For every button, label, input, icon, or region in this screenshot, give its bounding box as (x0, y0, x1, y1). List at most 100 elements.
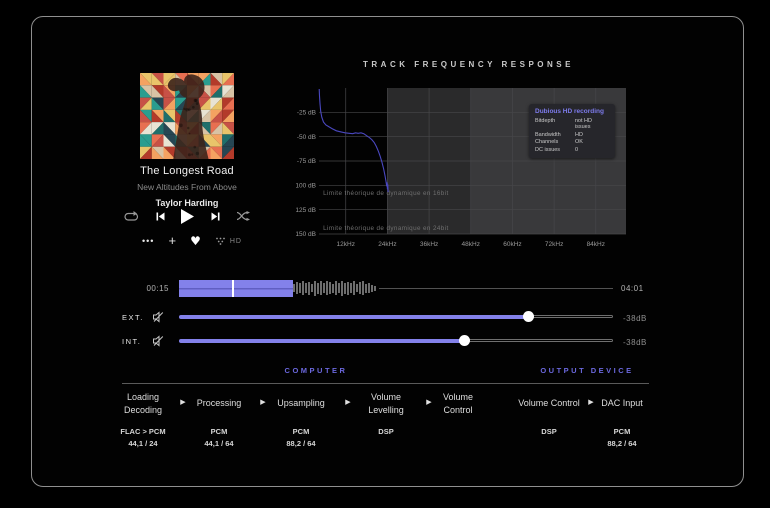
x-tick-label: 36kHz (420, 241, 438, 248)
waveform-bar (299, 283, 302, 293)
pipeline-stage-name: Loading (126, 392, 160, 402)
ext-mute-button[interactable] (152, 311, 164, 323)
more-options-button[interactable]: ••• (142, 236, 155, 246)
tooltip-row-label: Bitdepth (535, 118, 556, 124)
pipeline-stage-format: FLAC > PCM 44,1 / 24 (95, 426, 191, 449)
pipeline-stage: Volume Levelling (338, 391, 434, 417)
player-panel: The Longest Road New Altitudes From Abov… (31, 16, 744, 487)
int-slider-fill[interactable] (179, 338, 465, 343)
favorite-button[interactable]: ♥ (190, 234, 201, 248)
pipeline-stage: DAC Input (574, 397, 670, 410)
int-slider-thumb[interactable] (458, 335, 470, 346)
shuffle-icon (236, 211, 250, 221)
y-tick-label: -125 dB (296, 207, 316, 214)
elapsed-time: 00:15 (146, 284, 169, 293)
tooltip-row-label: Bandwidth (535, 131, 561, 138)
seek-rest-line (378, 287, 613, 289)
waveform-bar (320, 281, 323, 295)
shuffle-button[interactable] (236, 211, 250, 221)
tooltip-row: Channels OK (535, 139, 609, 145)
y-tick-label: -100 dB (296, 183, 316, 190)
waveform-bar (371, 284, 374, 292)
pipeline-stage: Volume Control (410, 391, 506, 417)
ext-slider-fill[interactable] (179, 314, 529, 319)
next-icon (211, 212, 219, 220)
frequency-response-curve (318, 88, 389, 193)
seek-bar[interactable] (179, 279, 613, 297)
track-info: The Longest Road New Altitudes From Abov… (92, 165, 282, 208)
pipeline-stage-format: PCM 44,1 / 64 (171, 426, 267, 449)
pipeline-format-line: PCM (210, 427, 228, 436)
frequency-response-chart: -25 dB -50 dB -75 dB -100 dB -125 dB -150 dB 1… (293, 81, 641, 251)
waveform-bar (368, 283, 371, 293)
int-slider-rest[interactable] (464, 339, 613, 342)
pipeline-stage-name: Upsampling (277, 398, 325, 408)
seek-loaded-region[interactable] (179, 279, 294, 297)
pipeline-arrow-icon: ▶ (260, 398, 266, 406)
waveform-bar (326, 281, 329, 295)
x-tick-label: 12kHz (337, 241, 355, 248)
muted-speaker-icon (153, 335, 164, 347)
pipeline-stage: Volume Control (501, 397, 597, 410)
seek-playhead[interactable] (231, 279, 234, 297)
x-tick-label: 24kHz (378, 241, 396, 248)
tooltip-row: DC issues 0 (535, 147, 609, 153)
waveform-bar (362, 281, 365, 295)
int-mute-button[interactable] (152, 335, 164, 347)
tooltip-row: Bandwidth HD (535, 132, 609, 138)
x-tick-label: 72kHz (545, 241, 563, 248)
waveform-bar (311, 284, 314, 292)
ext-volume-slider[interactable] (179, 311, 613, 323)
waveform-bar (344, 282, 347, 294)
y-tick-label: -75 dB (297, 158, 316, 165)
chart-title: TRACK FREQUENCY RESPONSE (363, 60, 574, 69)
pipeline-arrow-icon: ▶ (180, 398, 186, 406)
waveform-bar (314, 280, 317, 296)
pipeline-stage-name: Levelling (368, 405, 404, 415)
x-tick-label: 48kHz (462, 241, 480, 248)
tooltip-row-value: not HD issues (574, 118, 592, 130)
x-tick-label: 84kHz (587, 241, 605, 248)
hd-quality-badge[interactable]: HD (215, 237, 242, 245)
y-tick-label: -50 dB (297, 134, 316, 141)
play-button[interactable] (181, 208, 194, 224)
album-name: New Altitudes From Above (137, 182, 237, 192)
tooltip-row-label: DC issues (535, 146, 561, 153)
pipeline-arrow-icon: ▶ (588, 398, 594, 406)
pipeline-stage: Upsampling (253, 397, 349, 410)
waveform-bar (335, 281, 338, 295)
waveform-bar (359, 282, 362, 294)
pipeline-stage-name: Volume (370, 392, 402, 402)
pipeline-stage-name: Volume (442, 392, 474, 402)
pipeline-stage-format: PCM 88,2 / 64 (574, 426, 670, 449)
pipeline-stage-format: PCM 88,2 / 64 (253, 426, 349, 449)
pipeline-format-line: DSP (378, 427, 394, 436)
repeat-button[interactable] (124, 210, 139, 222)
y-tick-label: -150 dB (296, 231, 316, 238)
add-to-playlist-button[interactable]: + (168, 233, 177, 248)
tooltip-row-value: 0 (575, 146, 579, 153)
hd-dots-icon (215, 237, 225, 245)
tooltip-title: Dubious HD recording (535, 108, 604, 115)
pipeline-stage: Processing (171, 397, 267, 410)
pipeline-format-line: DSP (541, 427, 557, 436)
waveform-bar (338, 283, 341, 293)
waveform-bar (374, 285, 377, 291)
pipeline-stage-name: DAC Input (601, 398, 643, 408)
ext-volume-value: -38dB (623, 314, 647, 323)
pipeline-arrow-icon: ▶ (426, 398, 432, 406)
chart-annotation: Limite théorique de dynamique en 24bit (323, 225, 448, 232)
pipeline-format-line: FLAC > PCM (120, 427, 166, 436)
int-volume-slider[interactable] (179, 335, 613, 347)
waveform-bar (293, 284, 296, 292)
ext-slider-rest[interactable] (528, 315, 613, 318)
pipeline-format-line: 44,1 / 64 (204, 438, 234, 448)
waveform-bar (308, 281, 311, 295)
next-button[interactable] (211, 212, 220, 221)
waveform-bar (296, 282, 299, 294)
ext-slider-thumb[interactable] (523, 311, 535, 322)
previous-button[interactable] (156, 212, 165, 221)
muted-speaker-icon (153, 311, 164, 323)
waveform-bar (329, 282, 332, 294)
waveform-bar (341, 280, 344, 296)
